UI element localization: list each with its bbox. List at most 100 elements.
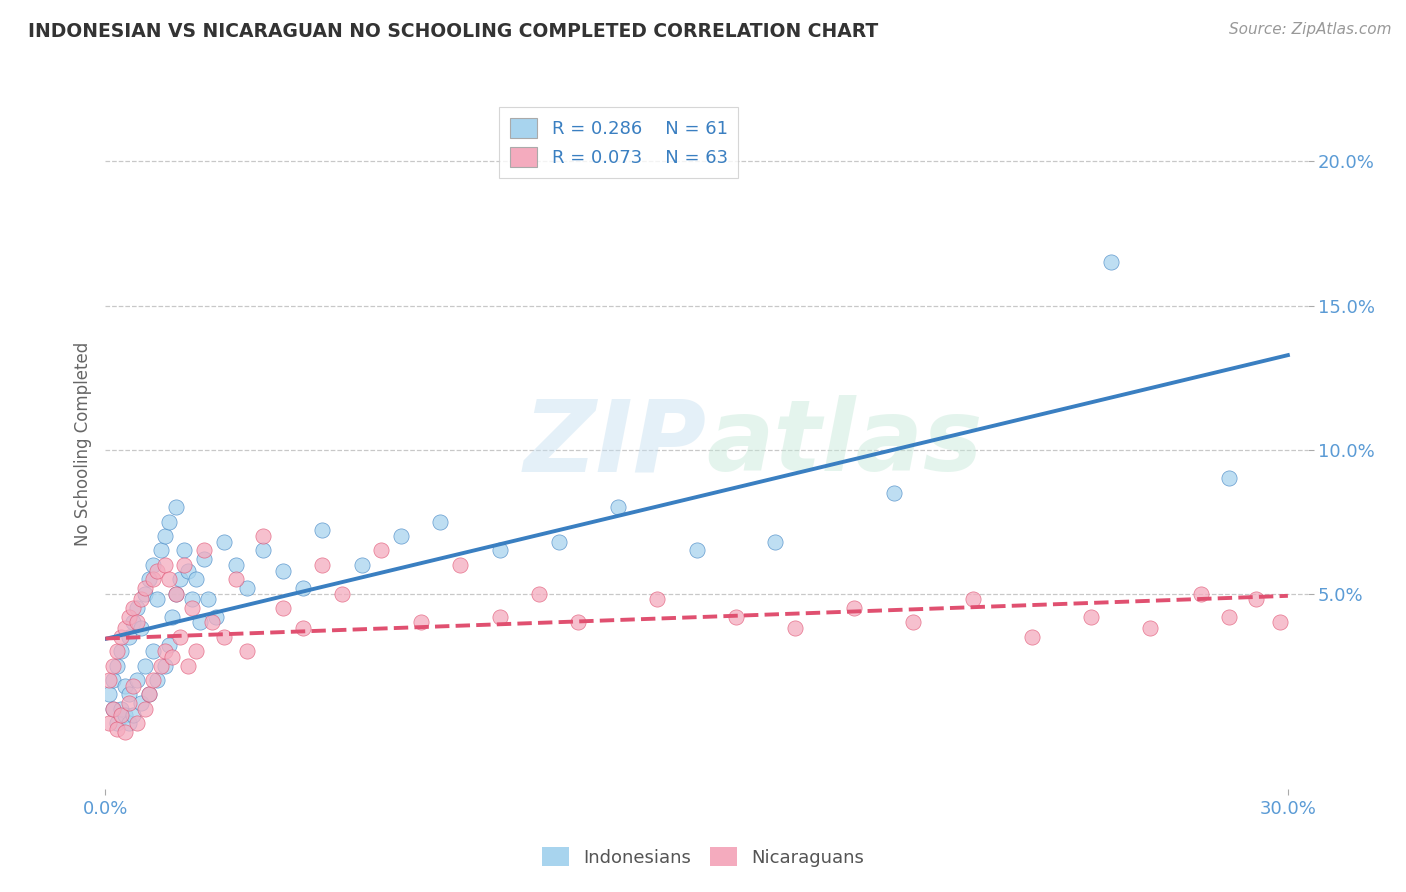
Point (138, 687, 160, 701)
Point (157, 639, 180, 653)
Point (105, 644, 128, 658)
Point (125, 615, 148, 630)
Point (606, 500, 628, 515)
Point (149, 658, 172, 673)
Point (142, 673, 165, 687)
Point (122, 601, 145, 615)
Point (181, 592, 204, 607)
Point (169, 572, 191, 586)
Point (118, 716, 141, 731)
Point (311, 523, 333, 537)
Point (98, 716, 121, 731)
Point (110, 644, 132, 658)
Point (118, 609, 141, 624)
Point (145, 564, 167, 578)
Point (212, 534, 235, 549)
Point (122, 707, 145, 722)
Point (157, 572, 180, 586)
Point (162, 609, 184, 624)
Point (188, 615, 211, 630)
Point (1268, 615, 1291, 630)
Point (129, 696, 152, 710)
Point (252, 543, 274, 558)
Point (110, 707, 132, 722)
Legend: R = 0.286    N = 61, R = 0.073    N = 63: R = 0.286 N = 61, R = 0.073 N = 63 (499, 107, 738, 178)
Point (118, 696, 141, 710)
Point (193, 543, 215, 558)
Point (129, 621, 152, 635)
Point (201, 615, 224, 630)
Point (236, 644, 259, 658)
Point (129, 592, 152, 607)
Point (142, 644, 165, 658)
Point (765, 534, 787, 549)
Point (103, 702, 125, 716)
Point (449, 558, 471, 572)
Point (212, 630, 235, 644)
Point (1246, 592, 1268, 607)
Point (1218, 471, 1240, 485)
Point (1139, 621, 1161, 635)
Point (165, 586, 187, 600)
Point (153, 529, 176, 543)
Point (134, 581, 156, 595)
Point (311, 558, 333, 572)
Point (145, 673, 167, 687)
Point (103, 702, 125, 716)
Y-axis label: No Schooling Completed: No Schooling Completed (73, 342, 91, 546)
Point (153, 558, 176, 572)
Point (98, 687, 121, 701)
Point (389, 529, 412, 543)
Point (157, 515, 180, 529)
Point (118, 687, 141, 701)
Point (1080, 609, 1102, 624)
Point (370, 543, 392, 558)
Point (184, 572, 207, 586)
Point (1099, 255, 1122, 269)
Point (225, 558, 247, 572)
Point (903, 615, 925, 630)
Point (114, 679, 136, 693)
Point (134, 702, 156, 716)
Text: INDONESIAN VS NICARAGUAN NO SCHOOLING COMPLETED CORRELATION CHART: INDONESIAN VS NICARAGUAN NO SCHOOLING CO… (28, 22, 879, 41)
Point (122, 615, 145, 630)
Point (785, 621, 807, 635)
Point (103, 658, 125, 673)
Point (177, 658, 200, 673)
Point (236, 581, 259, 595)
Point (125, 716, 148, 731)
Point (330, 586, 353, 600)
Point (197, 592, 219, 607)
Point (1021, 630, 1043, 644)
Point (122, 679, 145, 693)
Point (291, 621, 314, 635)
Point (488, 543, 510, 558)
Point (169, 630, 191, 644)
Point (110, 630, 132, 644)
Point (134, 586, 156, 600)
Point (527, 586, 550, 600)
Point (114, 724, 136, 739)
Point (1189, 586, 1212, 600)
Point (173, 543, 195, 558)
Point (105, 658, 128, 673)
Point (177, 564, 200, 578)
Point (138, 572, 160, 586)
Point (429, 515, 451, 529)
Point (165, 500, 187, 515)
Point (142, 558, 165, 572)
Point (138, 687, 160, 701)
Point (103, 673, 125, 687)
Point (962, 592, 984, 607)
Point (110, 702, 132, 716)
Point (883, 485, 905, 500)
Point (153, 658, 176, 673)
Point (165, 586, 187, 600)
Point (291, 581, 314, 595)
Point (153, 644, 176, 658)
Point (844, 601, 866, 615)
Point (488, 609, 510, 624)
Text: atlas: atlas (707, 395, 983, 492)
Point (1218, 609, 1240, 624)
Point (193, 552, 215, 566)
